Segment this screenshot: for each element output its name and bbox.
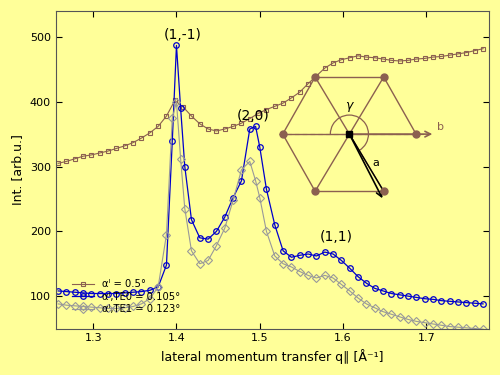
αᴵ = 0.5°	[446, 53, 452, 57]
αᴵ,TE1 = 0.123°	[472, 326, 478, 331]
Text: (1,1): (1,1)	[320, 230, 353, 244]
αᴵ,TE1 = 0.123°	[438, 323, 444, 327]
αᴵ,TE1 = 0.123°	[105, 306, 111, 310]
αᴵ = 0.5°	[55, 161, 61, 166]
αᴵ,TE0 = 0.105°	[472, 301, 478, 306]
Text: a: a	[372, 158, 379, 168]
αᴵ = 0.5°	[88, 153, 94, 157]
Text: (1,-1): (1,-1)	[164, 28, 202, 42]
X-axis label: lateral momentum transfer q∥ [Å⁻¹]: lateral momentum transfer q∥ [Å⁻¹]	[161, 349, 384, 364]
Line: αᴵ,TE1 = 0.123°: αᴵ,TE1 = 0.123°	[56, 99, 486, 332]
αᴵ,TE0 = 0.105°	[138, 290, 144, 294]
αᴵ,TE1 = 0.123°	[174, 99, 180, 104]
αᴵ,TE0 = 0.105°	[105, 291, 111, 296]
αᴵ,TE0 = 0.105°	[438, 298, 444, 303]
Y-axis label: Int. [arb.u.]: Int. [arb.u.]	[11, 134, 24, 205]
αᴵ,TE1 = 0.123°	[480, 327, 486, 332]
Line: αᴵ = 0.5°: αᴵ = 0.5°	[56, 46, 486, 166]
αᴵ = 0.5°	[330, 61, 336, 65]
Text: $\gamma$: $\gamma$	[346, 100, 356, 114]
Text: b: b	[437, 122, 444, 132]
αᴵ = 0.5°	[205, 127, 211, 131]
αᴵ,TE1 = 0.123°	[138, 302, 144, 306]
αᴵ,TE0 = 0.105°	[174, 43, 180, 48]
αᴵ,TE0 = 0.105°	[55, 289, 61, 293]
αᴵ = 0.5°	[255, 111, 261, 116]
αᴵ,TE0 = 0.105°	[214, 229, 220, 234]
Line: αᴵ,TE0 = 0.105°: αᴵ,TE0 = 0.105°	[56, 43, 486, 307]
αᴵ,TE0 = 0.105°	[164, 263, 170, 267]
αᴵ,TE0 = 0.105°	[480, 302, 486, 306]
αᴵ,TE1 = 0.123°	[214, 243, 220, 248]
αᴵ = 0.5°	[314, 74, 320, 78]
αᴵ,TE1 = 0.123°	[164, 232, 170, 237]
αᴵ = 0.5°	[480, 46, 486, 51]
Legend: αᴵ = 0.5°, αᴵ,TE0 = 0.105°, αᴵ,TE1 = 0.123°: αᴵ = 0.5°, αᴵ,TE0 = 0.105°, αᴵ,TE1 = 0.1…	[70, 276, 184, 317]
αᴵ,TE1 = 0.123°	[55, 302, 61, 306]
Text: (2,0): (2,0)	[236, 108, 269, 123]
